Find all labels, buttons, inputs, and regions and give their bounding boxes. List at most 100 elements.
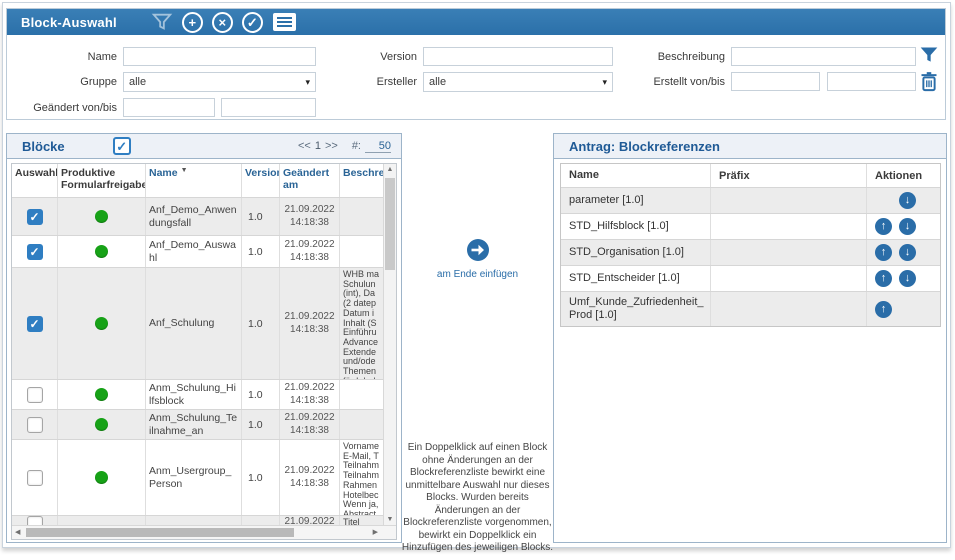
release-status-icon [95,317,108,330]
name-filter-group: Name [13,47,316,66]
block-desc: Titel [343,517,360,527]
horizontal-scroll-thumb[interactable] [26,528,294,537]
scroll-down-icon[interactable]: ▼ [386,516,394,523]
ersteller-label: Ersteller [376,76,417,88]
blocks-table-header: Auswahl Produktive Formularfreigabe Name… [12,164,383,198]
check-circle-icon[interactable]: ✓ [241,11,263,33]
prev-page-button[interactable]: << [297,140,311,152]
scroll-right-icon[interactable]: ▶ [372,529,378,536]
gruppe-select[interactable]: alle ▾ [123,72,316,92]
ref-row[interactable]: parameter [1.0] ↓ [561,188,940,214]
row-checkbox-checked[interactable]: ✓ [26,208,43,225]
vertical-scrollbar[interactable]: ▲ ▼ [383,164,396,525]
table-row[interactable]: Anm_Schulung_Teilnahme_an 1.0 21.09.2022… [12,410,383,440]
table-row[interactable]: Anm_Schulung_Hilfsblock 1.0 21.09.2022 1… [12,380,383,410]
table-row[interactable]: 21.09.2022 Titel [12,516,383,527]
block-name: Anf_Demo_Anwendungsfall [146,198,242,235]
row-checkbox-unchecked[interactable] [26,386,43,403]
name-input[interactable] [123,47,316,66]
ref-prefix [711,240,867,265]
scroll-left-icon[interactable]: ◀ [15,529,21,536]
horizontal-scrollbar[interactable]: ◀ ▶ [12,525,396,539]
block-version: 1.0 [242,440,280,515]
page-title: Block-Auswahl [21,14,117,30]
move-down-icon[interactable]: ↓ [899,218,916,235]
select-all-checkbox[interactable]: ✓ [112,137,131,155]
funnel-icon[interactable] [151,11,173,33]
next-page-button[interactable]: >> [324,140,338,152]
remove-circle-icon[interactable]: × [211,11,233,33]
row-checkbox-checked[interactable]: ✓ [26,315,43,332]
table-row[interactable]: ✓ Anf_Schulung 1.0 21.09.2022 14:18:38 W… [12,268,383,380]
insert-at-end-label: am Ende einfügen [436,269,519,280]
list-form-icon[interactable] [272,12,297,32]
move-up-icon[interactable]: ↑ [875,270,892,287]
release-status-icon [95,418,108,431]
ersteller-value: alle [429,76,447,88]
block-date: 21.09.2022 14:18:38 [280,236,340,267]
scroll-up-icon[interactable]: ▲ [386,166,394,173]
move-up-icon[interactable]: ↑ [875,218,892,235]
move-down-icon[interactable]: ↓ [899,192,916,209]
col-name[interactable]: Name ▼ [146,164,242,197]
blockrefs-table-header: Name Präfix Aktionen [561,164,940,188]
row-checkbox-unchecked[interactable] [26,516,43,527]
apply-filter-icon[interactable] [919,45,939,65]
block-name: Anf_Schulung [146,268,242,379]
col-geaendert[interactable]: Geändert am [280,164,340,197]
chevron-down-icon: ▾ [602,76,607,87]
geaendert-filter-group: Geändert von/bis [13,98,316,117]
ref-row[interactable]: STD_Hilfsblock [1.0] ↑ ↓ [561,214,940,240]
erstellt-bis-input[interactable] [827,72,916,91]
row-checkbox-unchecked[interactable] [26,416,43,433]
page-size-label: #: [351,140,361,152]
insert-arrow-icon[interactable] [466,238,490,262]
blocks-table: Auswahl Produktive Formularfreigabe Name… [11,163,397,540]
block-date: 21.09.2022 14:18:38 [280,440,340,515]
release-status-icon [95,210,108,223]
ersteller-select[interactable]: alle ▾ [423,72,613,92]
ref-prefix [711,214,867,239]
table-row[interactable]: Anm_Usergroup_Person 1.0 21.09.2022 14:1… [12,440,383,516]
page-size-input[interactable] [365,139,391,153]
ref-name: STD_Hilfsblock [1.0] [561,214,711,239]
chevron-down-icon: ▾ [305,76,310,87]
vertical-scroll-thumb[interactable] [385,178,395,270]
table-row[interactable]: ✓ Anf_Demo_Auswahl 1.0 21.09.2022 14:18:… [12,236,383,268]
move-up-icon[interactable]: ↑ [875,300,892,318]
col-ref-prefix: Präfix [711,164,867,187]
add-circle-icon[interactable]: + [181,11,203,33]
geaendert-von-input[interactable] [123,98,215,117]
move-down-icon[interactable]: ↓ [899,270,916,287]
erstellt-von-input[interactable] [731,72,820,91]
ref-row[interactable]: STD_Entscheider [1.0] ↑ ↓ [561,266,940,292]
row-checkbox-unchecked[interactable] [26,469,43,486]
ref-row[interactable]: STD_Organisation [1.0] ↑ ↓ [561,240,940,266]
move-up-icon[interactable]: ↑ [875,244,892,261]
block-version [242,516,280,527]
ref-name: parameter [1.0] [561,188,711,213]
filter-title-bar: Block-Auswahl + × ✓ [7,9,945,35]
release-status-icon [95,245,108,258]
doubleclick-hint-text: Ein Doppelklick auf einen Block ohne Änd… [401,442,554,553]
version-input[interactable] [423,47,613,66]
ref-row[interactable]: Umf_Kunde_Zufriedenheit_Prod [1.0] ↑ [561,292,940,326]
ref-prefix [711,266,867,291]
table-row[interactable]: ✓ Anf_Demo_Anwendungsfall 1.0 21.09.2022… [12,198,383,236]
beschreibung-input[interactable] [731,47,916,66]
move-down-icon[interactable]: ↓ [899,244,916,261]
geaendert-label: Geändert von/bis [33,101,117,114]
block-desc [340,236,383,267]
gruppe-filter-group: Gruppe alle ▾ [13,72,316,92]
toolbar: + × ✓ [151,11,297,33]
col-version[interactable]: Version [242,164,280,197]
col-freigabe[interactable]: Produktive Formularfreigabe [58,164,146,197]
geaendert-bis-input[interactable] [221,98,316,117]
col-auswahl[interactable]: Auswahl [12,164,58,197]
erstellt-label: Erstellt von/bis [653,75,725,88]
blockrefs-table: Name Präfix Aktionen parameter [1.0] ↓ S… [560,163,941,327]
trash-icon[interactable] [920,71,938,92]
row-checkbox-checked[interactable]: ✓ [26,243,43,260]
col-beschreibung[interactable]: Beschre [343,167,383,179]
